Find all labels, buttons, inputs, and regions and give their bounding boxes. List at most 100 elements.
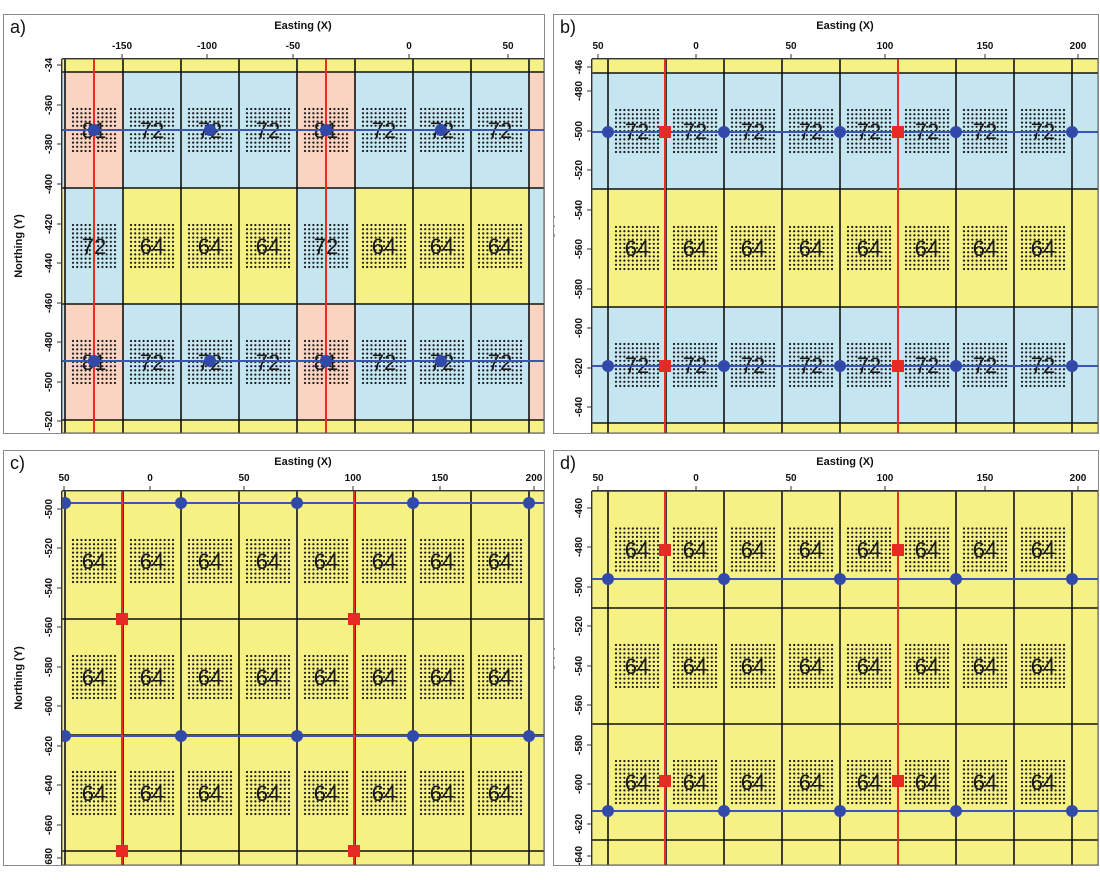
fold-label: 64	[915, 654, 939, 679]
fold-label: 64	[915, 770, 939, 795]
receiver-marker	[291, 497, 303, 509]
fold-label: 64	[314, 549, 338, 574]
fold-label: 64	[430, 781, 454, 806]
fold-label: 64	[973, 236, 997, 261]
receiver-marker	[1066, 805, 1078, 817]
fold-label: 64	[799, 236, 823, 261]
y-tick-label: -360	[44, 95, 55, 115]
receiver-marker	[602, 573, 614, 585]
trace-dots	[846, 527, 892, 572]
trace-dots	[904, 527, 950, 572]
trace-dots	[71, 654, 117, 700]
bin-cell-edge	[592, 608, 608, 724]
trace-dots	[788, 643, 834, 689]
fold-label: 64	[741, 654, 765, 679]
receiver-marker	[1066, 126, 1078, 138]
y-tick-label: -420	[44, 214, 55, 234]
receiver-marker	[407, 730, 419, 742]
receiver-marker	[88, 124, 100, 136]
x-tick-label: -150	[112, 41, 132, 52]
x-tick-label: 100	[877, 473, 894, 484]
fold-label: 64	[857, 236, 881, 261]
receiver-marker	[950, 360, 962, 372]
fold-label: 64	[372, 781, 396, 806]
x-tick-label: -100	[197, 41, 217, 52]
trace-dots	[730, 759, 776, 805]
y-tick-label: -560	[44, 617, 55, 637]
fold-label: 64	[683, 654, 707, 679]
receiver-marker	[62, 730, 71, 742]
y-tick-label: -640	[574, 846, 585, 865]
fold-label: 64	[256, 234, 280, 259]
source-marker	[348, 613, 360, 625]
trace-dots	[245, 538, 291, 584]
fold-label: 64	[198, 665, 222, 690]
y-tick-label: -600	[574, 774, 585, 794]
trace-dots	[614, 527, 660, 572]
fold-label: 64	[82, 549, 106, 574]
trace-dots	[187, 654, 233, 700]
panel-c: c) 64 64 64 64 64 64 64 64 64 64 64 64 64 64 64 64 64 64 6…	[3, 450, 545, 866]
trace-dots	[962, 225, 1008, 271]
bin-cell-edge	[62, 188, 65, 304]
trace-dots	[361, 223, 407, 269]
fold-label: 64	[915, 236, 939, 261]
receiver-marker	[1066, 360, 1078, 372]
trace-dots	[303, 770, 349, 816]
trace-dots	[672, 527, 718, 572]
panel-label: a)	[10, 17, 27, 37]
y-tick-label: -480	[574, 81, 585, 101]
trace-dots	[904, 759, 950, 805]
trace-dots	[303, 538, 349, 584]
receiver-marker	[320, 355, 332, 367]
fold-label: 64	[198, 234, 222, 259]
source-marker	[892, 775, 904, 787]
y-tick-label: -600	[574, 318, 585, 338]
y-tick-label: -560	[574, 695, 585, 715]
trace-dots	[614, 108, 660, 154]
panel-label: c)	[10, 453, 25, 473]
plot-area: 64 64 64 64 64 64 64 64 64 64 64 64 64 64 64 64 64 64 64 64…	[62, 491, 544, 865]
trace-dots	[962, 527, 1008, 572]
trace-dots	[672, 225, 718, 271]
trace-dots	[846, 108, 892, 154]
x-tick-label: 50	[238, 473, 250, 484]
y-tick-label: -460	[44, 293, 55, 313]
fold-label: 64	[683, 236, 707, 261]
bin-cell-edge	[529, 735, 544, 851]
x-tick-label: 0	[406, 41, 412, 52]
fold-label: 64	[314, 665, 338, 690]
trace-dots	[477, 339, 523, 385]
bin-cell-edge	[62, 735, 65, 851]
fold-label: 64	[799, 538, 823, 563]
trace-dots	[187, 223, 233, 269]
y-tick-label: -500	[574, 577, 585, 597]
source-marker	[659, 775, 671, 787]
trace-dots	[477, 770, 523, 816]
fold-label: 72	[488, 350, 512, 375]
x-tick-label: 50	[592, 41, 604, 52]
fold-label: 64	[625, 770, 649, 795]
fold-label: 64	[857, 770, 881, 795]
y-tick-label: -460	[574, 498, 585, 518]
receiver-marker	[435, 355, 447, 367]
receiver-marker	[602, 126, 614, 138]
y-tick-label: -400	[44, 174, 55, 194]
source-marker	[892, 544, 904, 556]
y-tick-label: -600	[44, 696, 55, 716]
trace-dots	[129, 538, 175, 584]
x-tick-label: 50	[785, 41, 797, 52]
trace-dots	[614, 759, 660, 805]
y-tick-label: -660	[44, 815, 55, 835]
fold-label: 72	[372, 350, 396, 375]
y-tick-label: -520	[44, 538, 55, 558]
x-tick-label: 50	[592, 473, 604, 484]
receiver-marker	[602, 360, 614, 372]
x-tick-label: 200	[526, 473, 543, 484]
y-tick-label: -620	[44, 736, 55, 756]
x-axis-title: Easting (X)	[274, 20, 332, 32]
receiver-marker	[435, 124, 447, 136]
fold-label: 64	[140, 234, 164, 259]
x-tick-label: 50	[785, 473, 797, 484]
